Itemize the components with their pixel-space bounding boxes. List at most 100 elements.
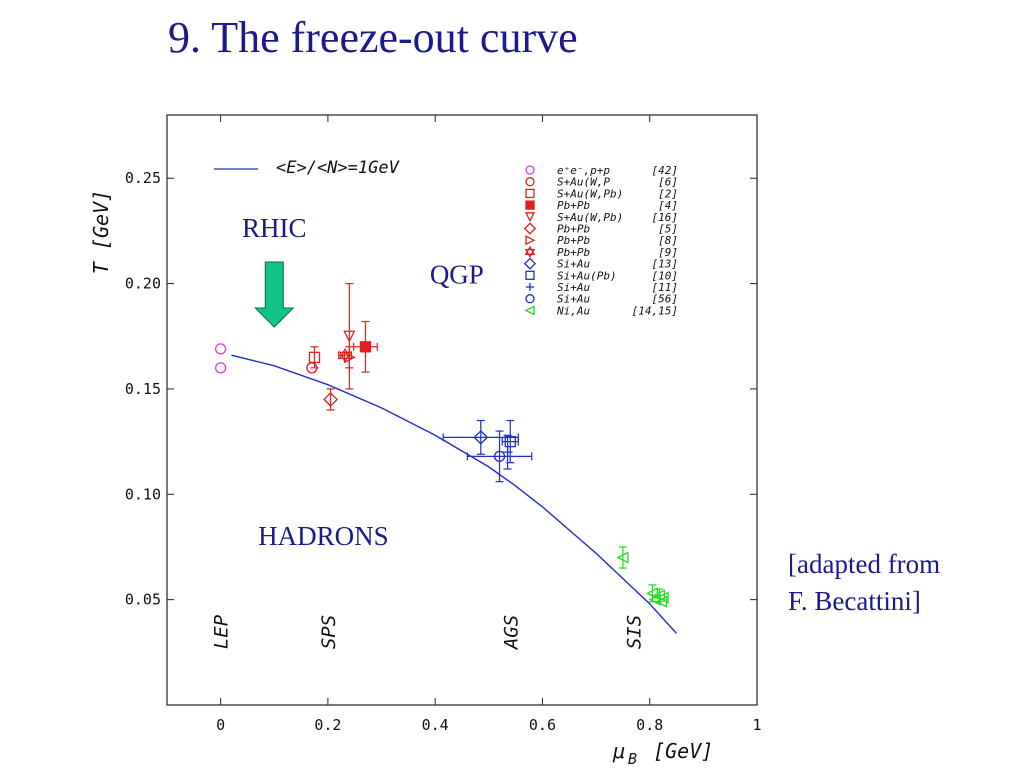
- legend-marker: [525, 200, 535, 210]
- plot-frame: [166, 114, 758, 706]
- legend-ref: [4]: [658, 199, 678, 212]
- legend-ref: [16]: [652, 211, 679, 224]
- y-tick-label: 0.25: [125, 169, 161, 187]
- data-point: [493, 450, 506, 463]
- legend-entry: e⁺e⁻,p+p [42]: [525, 164, 678, 177]
- regions-layer: QGP HADRONS: [258, 260, 484, 551]
- legend-name: S+Au(W,Pb): [557, 187, 623, 200]
- legend-name: Pb+Pb: [557, 223, 590, 236]
- x-tick-label: 0: [216, 716, 225, 734]
- legend-entry: Pb+Pb [9]: [524, 245, 678, 259]
- legend-name: Pb+Pb: [557, 199, 590, 212]
- legend-name: Si+Au: [557, 293, 590, 306]
- x-axis-label-subscript: B: [628, 750, 637, 768]
- data-point: [616, 551, 629, 564]
- x-axis-ticks: 0 0.2 0.4 0.6 0.8 1: [216, 115, 762, 734]
- legend-marker: [525, 235, 536, 246]
- legend-entry: Si+Au [11]: [526, 281, 678, 294]
- curve-legend: <E>/<N>=1GeV: [214, 158, 400, 178]
- y-tick-label: 0.20: [125, 275, 161, 293]
- x-axis-label-symbol: μ: [612, 739, 625, 763]
- legend-name: S+Au(W,P: [557, 176, 610, 189]
- legend-marker-inner: [524, 248, 536, 258]
- data-point: [656, 591, 669, 604]
- legend-marker: [526, 283, 534, 291]
- data-point: [338, 347, 352, 359]
- legend-ref: [5]: [658, 223, 678, 236]
- data-point: [359, 341, 372, 353]
- legend-entry: S+Au(W,P [6]: [525, 176, 678, 189]
- accelerator-label: SIS: [624, 615, 646, 649]
- y-tick-label: 0.10: [125, 485, 161, 503]
- legend-name: Si+Au: [557, 281, 590, 294]
- accelerator-labels: LEP SPS AGS SIS: [211, 614, 646, 650]
- legend-marker: [523, 222, 537, 235]
- legend-name: Si+Au: [557, 258, 590, 271]
- legend-marker: [525, 165, 535, 175]
- slide-title: 9. The freeze-out curve: [168, 13, 578, 62]
- rhic-annotation: RHIC: [242, 213, 307, 328]
- legend-ref: [14,15]: [632, 304, 678, 317]
- legend-ref: [8]: [658, 234, 678, 247]
- y-tick-label: 0.05: [125, 591, 161, 609]
- data-point: [502, 447, 513, 458]
- legend-entry: Si+Au [13]: [523, 257, 678, 271]
- region-label-hadrons: HADRONS: [258, 521, 389, 551]
- legend-ref: [6]: [658, 176, 678, 189]
- legend-marker: [524, 212, 536, 223]
- y-tick-label: 0.15: [125, 380, 161, 398]
- legend: e⁺e⁻,p+p [42]S+Au(W,P [6]S+Au(W,Pb) [2]Pb+P…: [523, 164, 679, 317]
- legend-ref: [10]: [652, 269, 679, 282]
- y-axis-ticks: 0.05 0.10 0.15 0.20 0.25: [125, 169, 757, 609]
- legend-marker: [524, 245, 536, 255]
- credit-note: [adapted from F. Becattini]: [788, 546, 940, 620]
- legend-entry: Si+Au(Pb) [10]: [525, 269, 679, 282]
- legend-entry: Si+Au [56]: [525, 293, 679, 306]
- x-tick-label: 0.2: [314, 716, 341, 734]
- data-point: [504, 435, 516, 448]
- legend-name: Pb+Pb: [557, 234, 590, 247]
- accelerator-label: AGS: [500, 615, 522, 650]
- data-point: [473, 429, 489, 445]
- legend-marker: [525, 188, 535, 199]
- data-point: [214, 362, 227, 374]
- y-axis-label: T [GeV]: [89, 190, 113, 274]
- legend-marker: [525, 294, 535, 304]
- legend-entry: Pb+Pb [8]: [525, 234, 678, 247]
- legend-entry: Pb+Pb [4]: [525, 199, 678, 212]
- legend-marker: [523, 257, 537, 270]
- x-tick-label: 0.4: [422, 716, 449, 734]
- x-axis-label: μ B [GeV]: [612, 739, 713, 768]
- x-tick-label: 0.6: [529, 716, 556, 734]
- legend-name: S+Au(W,Pb): [557, 211, 623, 224]
- curve-legend-label: <E>/<N>=1GeV: [276, 158, 400, 178]
- legend-marker: [525, 177, 535, 187]
- curve-layer: [231, 354, 678, 634]
- data-point: [308, 351, 321, 363]
- legend-name: Ni,Au: [556, 304, 590, 317]
- credit-line-2: F. Becattini]: [788, 586, 921, 616]
- data-point: [343, 330, 356, 343]
- legend-marker: [524, 305, 535, 316]
- accelerator-label: SPS: [318, 615, 340, 649]
- x-axis-label-unit: [GeV]: [653, 739, 713, 763]
- legend-entry: Pb+Pb [5]: [523, 222, 678, 236]
- data-point-inner: [338, 351, 352, 363]
- legend-entry: S+Au(W,Pb) [2]: [525, 187, 678, 200]
- rhic-label: RHIC: [242, 213, 307, 243]
- legend-entry: Ni,Au [14,15]: [524, 304, 678, 317]
- rhic-arrow-icon: [254, 261, 295, 328]
- legend-name: Pb+Pb: [557, 246, 590, 259]
- x-tick-label: 0.8: [636, 716, 663, 734]
- x-tick-label: 1: [752, 716, 761, 734]
- legend-marker: [525, 270, 535, 280]
- freeze-out-curve: [231, 354, 678, 634]
- legend-name: e⁺e⁻,p+p: [557, 164, 610, 177]
- data-point: [323, 392, 339, 407]
- legend-ref: [11]: [652, 281, 679, 294]
- legend-name: Si+Au(Pb): [557, 269, 617, 282]
- legend-ref: [9]: [658, 246, 678, 259]
- legend-ref: [56]: [652, 293, 679, 306]
- legend-ref: [2]: [658, 187, 678, 200]
